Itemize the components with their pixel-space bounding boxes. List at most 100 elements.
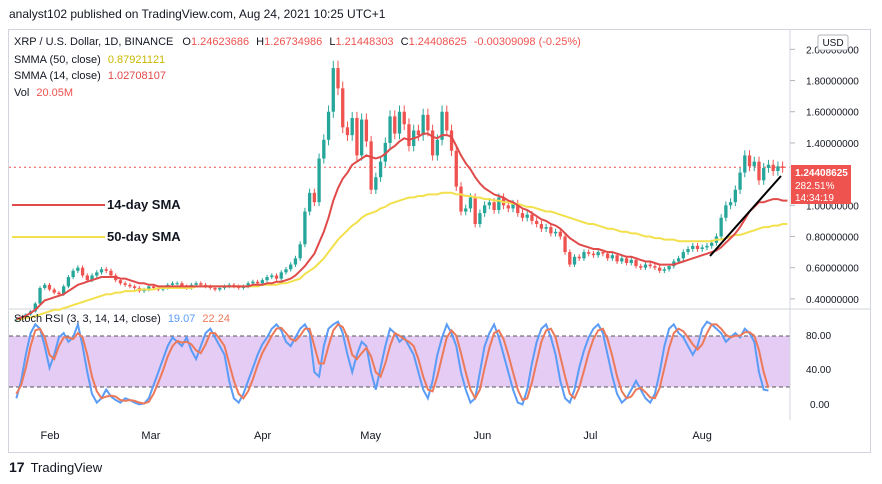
stoch-d-line bbox=[15, 323, 770, 405]
candle-body bbox=[700, 247, 704, 249]
candle-body bbox=[464, 208, 468, 212]
candle-body bbox=[572, 256, 577, 265]
candle-body bbox=[691, 245, 695, 249]
tradingview-name: TradingView bbox=[30, 459, 103, 475]
price-tag-price: 1.24408625 bbox=[795, 168, 848, 179]
currency-button[interactable]: USD bbox=[822, 38, 843, 49]
candle-body bbox=[260, 280, 264, 284]
candle-body bbox=[341, 88, 345, 128]
candle-body bbox=[47, 284, 52, 290]
candle-body bbox=[118, 280, 123, 284]
legend-sma50-row: SMMA (50, close) 0.87921121 bbox=[14, 54, 165, 66]
candle-body bbox=[492, 202, 496, 210]
candle-body bbox=[336, 68, 340, 89]
candle-body bbox=[553, 231, 558, 234]
candle-body bbox=[738, 172, 742, 190]
candle-body bbox=[648, 264, 652, 267]
candle-body bbox=[374, 177, 378, 190]
candle-body bbox=[426, 114, 430, 131]
legend-open-label: O bbox=[182, 36, 191, 48]
stoch-band bbox=[9, 336, 790, 387]
candle-body bbox=[624, 258, 629, 264]
legend-vol-row: Vol 20.05M bbox=[14, 87, 73, 99]
candle-body bbox=[180, 283, 184, 287]
stoch-axis-80: 80.00 bbox=[806, 331, 831, 342]
candle-body bbox=[43, 284, 47, 288]
candle-body bbox=[710, 242, 714, 246]
candle-body bbox=[657, 267, 662, 271]
candle-body bbox=[445, 111, 449, 131]
candle-body bbox=[591, 253, 596, 256]
candle-body bbox=[99, 269, 104, 273]
candle-body bbox=[397, 111, 402, 134]
candle-body bbox=[728, 202, 733, 206]
time-axis-label: Mar bbox=[141, 430, 160, 442]
candle-body bbox=[355, 117, 359, 156]
candle-body bbox=[544, 227, 548, 229]
candle-body bbox=[539, 224, 544, 229]
candle-body bbox=[549, 227, 553, 234]
candle-body bbox=[752, 161, 756, 167]
candle-body bbox=[582, 252, 586, 259]
candle-body bbox=[643, 264, 648, 268]
sma14-annotation: 14-day SMA bbox=[107, 197, 181, 212]
candle-body bbox=[695, 245, 700, 249]
legend-close-label: C bbox=[401, 36, 409, 48]
legend-sma50-value: 0.87921121 bbox=[108, 54, 165, 66]
legend-high-value: 1.26734986 bbox=[264, 36, 322, 48]
price-axis-label: 2.00000000 bbox=[806, 45, 859, 56]
candle-body bbox=[360, 119, 364, 156]
legend-high-label: H bbox=[256, 36, 264, 48]
candle-body bbox=[506, 205, 510, 209]
legend-open-value: 1.24623686 bbox=[191, 36, 249, 48]
candle-body bbox=[66, 277, 71, 287]
candle-body bbox=[724, 205, 728, 218]
candle-body bbox=[468, 197, 473, 209]
candle-body bbox=[298, 244, 302, 259]
candle-body bbox=[312, 192, 317, 203]
price-grid bbox=[790, 48, 795, 300]
candle-body bbox=[71, 270, 75, 278]
candle-body bbox=[615, 255, 619, 262]
candle-body bbox=[416, 130, 421, 136]
candle-body bbox=[303, 211, 307, 245]
legend-vol-value: 20.05M bbox=[36, 87, 73, 99]
trend-line bbox=[709, 175, 782, 257]
legend-sma14-label: SMMA (14, close) bbox=[14, 70, 101, 82]
candle-body bbox=[653, 266, 657, 268]
price-tag-countdown: 14:34:19 bbox=[795, 193, 834, 204]
candle-body bbox=[629, 259, 633, 264]
sma14-line bbox=[16, 132, 788, 321]
candle-body bbox=[213, 287, 217, 290]
candle-body bbox=[345, 127, 350, 136]
time-axis-label: Jul bbox=[583, 430, 597, 442]
currency-button-frame bbox=[817, 34, 849, 51]
legend-sma50-label: SMMA (50, close) bbox=[14, 54, 101, 66]
sma50-line bbox=[16, 191, 788, 321]
tradingview-logo[interactable]: 17 TradingView bbox=[9, 459, 102, 475]
candle-body bbox=[383, 142, 387, 162]
candle-body bbox=[530, 214, 534, 221]
chart-frame bbox=[8, 29, 871, 453]
price-tag-bg bbox=[791, 165, 851, 204]
candles bbox=[14, 60, 785, 322]
candle-body bbox=[331, 68, 335, 112]
candle-body bbox=[132, 286, 137, 288]
candle-body bbox=[639, 266, 643, 268]
candle-body bbox=[667, 266, 671, 270]
stoch-axis-0: 0.00 bbox=[810, 400, 830, 411]
candle-body bbox=[577, 256, 581, 259]
candle-body bbox=[478, 213, 482, 225]
candle-body bbox=[766, 164, 771, 168]
publish-header: analyst102 published on TradingView.com,… bbox=[9, 7, 386, 21]
price-axis-label: 1.40000000 bbox=[806, 139, 859, 150]
candle-body bbox=[95, 272, 99, 276]
candle-body bbox=[388, 116, 392, 143]
candle-body bbox=[251, 281, 255, 284]
stoch-k-value: 19.07 bbox=[168, 313, 196, 325]
candle-body bbox=[151, 286, 156, 288]
candle-body bbox=[199, 283, 203, 285]
candle-body bbox=[307, 192, 312, 212]
candle-body bbox=[449, 130, 454, 151]
